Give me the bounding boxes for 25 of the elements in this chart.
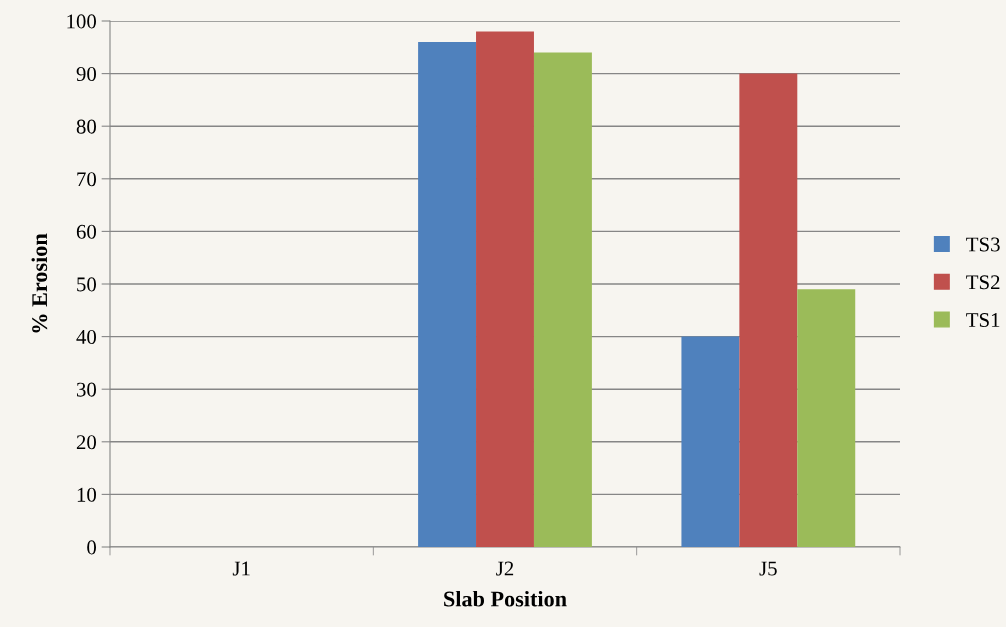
x-tick-label: J1 [232,561,250,576]
legend-label: TS3 [966,237,1000,252]
y-tick-label: 100 [67,14,97,29]
y-tick-label: 30 [76,382,97,397]
y-tick-label: 20 [76,435,97,450]
x-tick-label: J2 [496,561,514,576]
bar [533,52,592,547]
y-tick-label: 70 [77,172,97,187]
bar [418,42,477,547]
bar [681,336,740,547]
y-tick-label: 10 [77,487,97,502]
legend-label: TS2 [966,275,1000,290]
y-tick-label: 40 [76,329,97,345]
bar [739,73,798,547]
bar [476,31,534,547]
y-tick-label: 50 [77,277,97,292]
x-tick-label: J5 [759,561,777,576]
y-tick-label: 0 [87,540,97,555]
bar [797,289,856,547]
y-tick-label: 80 [76,119,97,134]
x-axis-title: Slab Position [444,590,567,607]
legend-label: TS1 [966,313,1000,328]
y-tick-label: 60 [76,224,97,239]
y-tick-label: 90 [76,66,97,82]
y-axis-title: % Erosion [31,233,48,333]
